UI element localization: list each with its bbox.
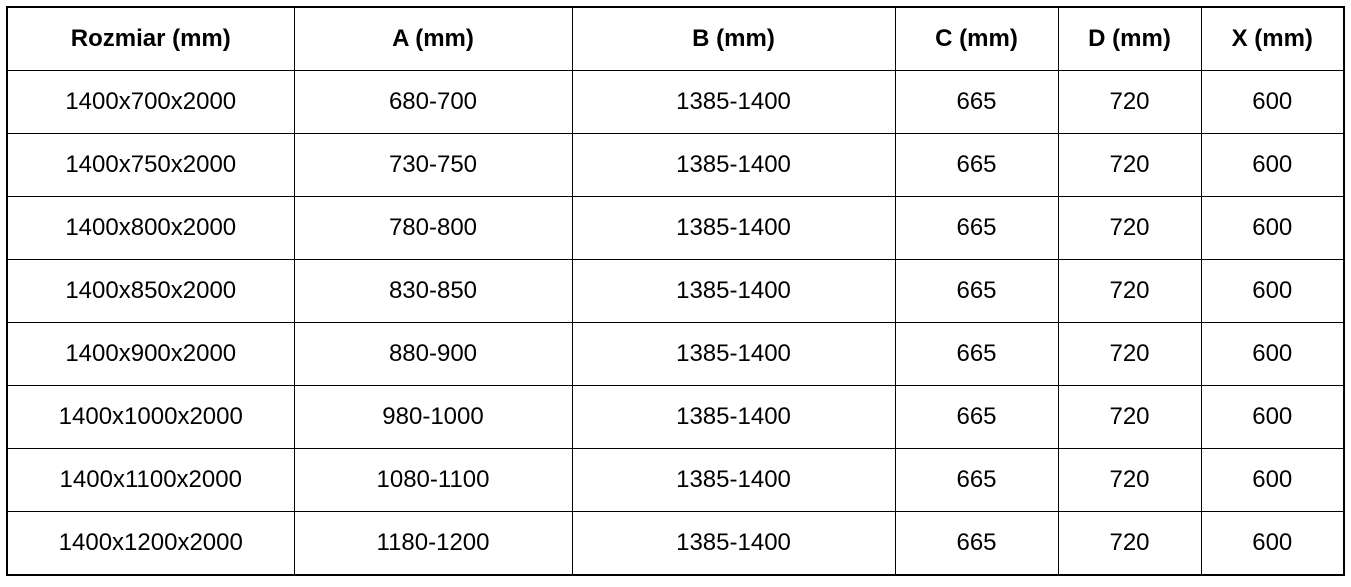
- cell-x: 600: [1200, 196, 1345, 260]
- dimensions-table: Rozmiar (mm) A (mm) B (mm) C (mm) D (mm) X (m…: [6, 6, 1345, 576]
- cell-d: 720: [1057, 322, 1202, 386]
- cell-a: 680-700: [293, 70, 573, 134]
- column-header-b: B (mm): [571, 6, 896, 71]
- column-header-x: X (mm): [1200, 6, 1345, 71]
- cell-x: 600: [1200, 70, 1345, 134]
- cell-size: 1400x1200x2000: [6, 511, 295, 576]
- column-header-d: D (mm): [1057, 6, 1202, 71]
- table-row: 1400x1200x2000 1180-1200 1385-1400 665 720 60…: [6, 511, 1345, 576]
- cell-c: 665: [894, 448, 1059, 512]
- cell-x: 600: [1200, 322, 1345, 386]
- cell-b: 1385-1400: [571, 511, 896, 576]
- cell-c: 665: [894, 385, 1059, 449]
- column-header-size: Rozmiar (mm): [6, 6, 295, 71]
- table-row: 1400x1100x2000 1080-1100 1385-1400 665 720 60…: [6, 448, 1345, 512]
- cell-c: 665: [894, 133, 1059, 197]
- cell-c: 665: [894, 196, 1059, 260]
- cell-d: 720: [1057, 448, 1202, 512]
- table-row: 1400x850x2000 830-850 1385-1400 665 720 600: [6, 259, 1345, 323]
- cell-size: 1400x1100x2000: [6, 448, 295, 512]
- cell-a: 1180-1200: [293, 511, 573, 576]
- cell-size: 1400x850x2000: [6, 259, 295, 323]
- cell-b: 1385-1400: [571, 448, 896, 512]
- cell-size: 1400x800x2000: [6, 196, 295, 260]
- cell-b: 1385-1400: [571, 196, 896, 260]
- cell-c: 665: [894, 259, 1059, 323]
- table-row: 1400x900x2000 880-900 1385-1400 665 720 600: [6, 322, 1345, 386]
- table-row: 1400x800x2000 780-800 1385-1400 665 720 600: [6, 196, 1345, 260]
- cell-b: 1385-1400: [571, 259, 896, 323]
- cell-c: 665: [894, 322, 1059, 386]
- cell-d: 720: [1057, 70, 1202, 134]
- cell-b: 1385-1400: [571, 133, 896, 197]
- cell-a: 880-900: [293, 322, 573, 386]
- cell-x: 600: [1200, 448, 1345, 512]
- header-row: Rozmiar (mm) A (mm) B (mm) C (mm) D (mm) X (m…: [6, 6, 1345, 71]
- table-row: 1400x1000x2000 980-1000 1385-1400 665 720 600: [6, 385, 1345, 449]
- cell-x: 600: [1200, 133, 1345, 197]
- cell-a: 780-800: [293, 196, 573, 260]
- cell-size: 1400x1000x2000: [6, 385, 295, 449]
- cell-d: 720: [1057, 259, 1202, 323]
- cell-a: 980-1000: [293, 385, 573, 449]
- cell-a: 830-850: [293, 259, 573, 323]
- cell-size: 1400x750x2000: [6, 133, 295, 197]
- cell-c: 665: [894, 70, 1059, 134]
- cell-c: 665: [894, 511, 1059, 576]
- column-header-a: A (mm): [293, 6, 573, 71]
- column-header-c: C (mm): [894, 6, 1059, 71]
- cell-x: 600: [1200, 259, 1345, 323]
- cell-b: 1385-1400: [571, 70, 896, 134]
- cell-d: 720: [1057, 196, 1202, 260]
- table-row: 1400x700x2000 680-700 1385-1400 665 720 600: [6, 70, 1345, 134]
- cell-x: 600: [1200, 511, 1345, 576]
- cell-size: 1400x700x2000: [6, 70, 295, 134]
- cell-size: 1400x900x2000: [6, 322, 295, 386]
- cell-b: 1385-1400: [571, 385, 896, 449]
- table-row: 1400x750x2000 730-750 1385-1400 665 720 600: [6, 133, 1345, 197]
- cell-a: 730-750: [293, 133, 573, 197]
- cell-x: 600: [1200, 385, 1345, 449]
- cell-d: 720: [1057, 133, 1202, 197]
- cell-d: 720: [1057, 511, 1202, 576]
- cell-a: 1080-1100: [293, 448, 573, 512]
- cell-b: 1385-1400: [571, 322, 896, 386]
- cell-d: 720: [1057, 385, 1202, 449]
